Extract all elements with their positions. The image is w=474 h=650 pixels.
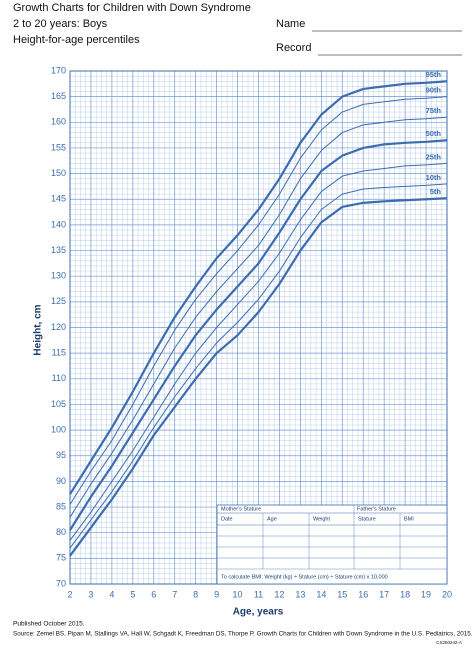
form-column: Age — [267, 516, 277, 522]
x-tick-label: 9 — [214, 589, 219, 599]
percentile-line — [69, 139, 448, 531]
form-box — [216, 504, 448, 585]
x-tick-label: 17 — [379, 589, 389, 599]
x-tick-label: 6 — [151, 589, 156, 599]
percentile-label: 10th — [426, 173, 442, 182]
form-column: Weight — [313, 516, 330, 522]
form-column: BMI — [404, 516, 414, 522]
x-tick-label: 10 — [233, 589, 243, 599]
form-column: Stature — [358, 516, 376, 522]
percentile-label: 95th — [426, 70, 442, 79]
title: Growth Charts for Children with Down Syn… — [13, 2, 251, 14]
y-tick-label: 150 — [51, 168, 66, 178]
y-tick-label: 80 — [56, 527, 66, 537]
form-code: CS260242-A — [436, 640, 462, 645]
x-tick-label: 18 — [400, 589, 410, 599]
x-tick-label: 20 — [442, 589, 452, 599]
form-label: Mother's Stature — [221, 506, 261, 512]
y-tick-label: 75 — [56, 553, 66, 563]
y-tick-label: 125 — [51, 296, 66, 306]
y-tick-label: 110 — [52, 373, 66, 383]
y-tick-label: 155 — [51, 142, 66, 152]
x-tick-label: 5 — [130, 589, 135, 599]
y-tick-label: 70 — [56, 578, 66, 588]
y-axis-label: Height, cm — [33, 304, 44, 355]
measurement-form: Mother's Stature Father's Stature Date A… — [216, 504, 448, 585]
x-tick-label: 14 — [316, 589, 326, 599]
x-tick-label: 3 — [88, 589, 93, 599]
y-tick-label: 90 — [56, 476, 66, 486]
percentile-label: 5th — [430, 187, 442, 196]
y-tick-label: 135 — [51, 245, 66, 255]
percentile-label: 90th — [426, 86, 442, 95]
x-tick-label: 8 — [193, 589, 198, 599]
y-tick-label: 85 — [56, 501, 66, 511]
form-column: Date — [221, 516, 233, 522]
x-tick-label: 16 — [358, 589, 368, 599]
y-tick-label: 145 — [51, 194, 66, 204]
form-note: To calculate BMI: Weight (kg) ÷ Stature … — [221, 574, 388, 580]
x-tick-label: 19 — [421, 589, 431, 599]
y-tick-label: 130 — [51, 271, 66, 281]
percentile-line — [69, 197, 448, 557]
percentile-label: 75th — [426, 106, 442, 115]
y-tick-label: 140 — [51, 219, 66, 229]
percentile-label: 50th — [426, 129, 442, 138]
x-axis-label: Age, years — [233, 607, 284, 618]
y-tick-label: 120 — [51, 322, 66, 332]
chart-name: Height-for-age percentiles — [13, 34, 140, 46]
y-tick-label: 170 — [51, 65, 66, 75]
y-tick-label: 105 — [51, 399, 66, 409]
y-tick-label: 95 — [56, 450, 66, 460]
source: Source: Zemel BS, Pipan M, Stallings VA,… — [13, 631, 473, 638]
x-tick-label: 12 — [274, 589, 284, 599]
y-tick-label: 100 — [51, 424, 66, 434]
record-label: Record — [276, 42, 311, 54]
y-tick-label: 165 — [51, 91, 66, 101]
y-tick-label: 115 — [52, 348, 66, 358]
percentile-line — [69, 116, 448, 518]
x-tick-label: 11 — [254, 589, 263, 599]
subtitle: 2 to 20 years: Boys — [13, 18, 108, 30]
y-tick-label: 160 — [51, 117, 66, 127]
percentile-line — [69, 80, 448, 495]
form-label: Father's Stature — [357, 506, 396, 512]
x-tick-label: 2 — [67, 589, 72, 599]
x-tick-label: 4 — [109, 589, 114, 599]
percentile-line — [69, 183, 448, 549]
percentile-line — [69, 162, 448, 541]
percentile-line — [69, 96, 448, 505]
x-tick-label: 13 — [295, 589, 305, 599]
percentile-label: 25th — [426, 152, 442, 161]
published: Published October 2015. — [13, 621, 85, 628]
x-tick-label: 7 — [172, 589, 177, 599]
name-label: Name — [276, 18, 305, 30]
x-tick-label: 15 — [337, 589, 347, 599]
